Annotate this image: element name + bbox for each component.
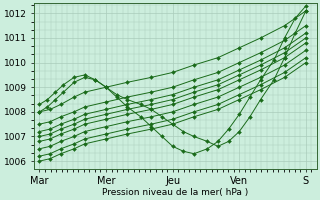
X-axis label: Pression niveau de la mer( hPa ): Pression niveau de la mer( hPa ) (102, 188, 248, 197)
